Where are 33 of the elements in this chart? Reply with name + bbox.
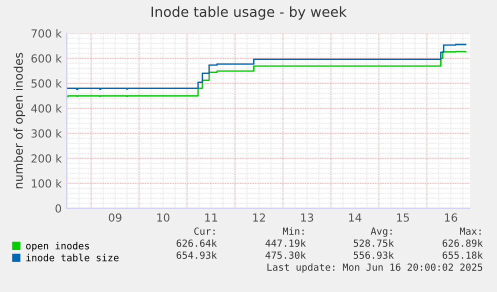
y-tick-label: 0 bbox=[56, 204, 62, 213]
text: 528.75k bbox=[354, 239, 394, 247]
x-tick-label: 10 bbox=[157, 213, 170, 222]
text: Last update: Mon Jun 16 20:00:02 2025 bbox=[267, 263, 482, 273]
y-tick-label: 400 k bbox=[31, 104, 62, 113]
text: Min: bbox=[282, 227, 304, 235]
text: Cur: bbox=[194, 227, 215, 235]
x-tick-label: 15 bbox=[397, 214, 409, 222]
y-axis-title: number of open inodes bbox=[14, 52, 26, 188]
legend-label: open inodes bbox=[26, 242, 89, 252]
x-tick-label: 12 bbox=[253, 213, 265, 222]
y-tick-label: 300 k bbox=[32, 129, 62, 138]
y-tick-label: 700 k bbox=[32, 29, 62, 38]
text: 475.30k bbox=[266, 251, 306, 259]
x-tick-label: 11 bbox=[205, 214, 218, 222]
x-tick-label: 16 bbox=[444, 213, 458, 222]
legend-label: inode table size bbox=[26, 254, 119, 262]
text: Max: bbox=[460, 228, 481, 235]
text: 654.93k bbox=[176, 251, 217, 259]
x-tick-label: 14 bbox=[349, 214, 362, 222]
text: 447.19k bbox=[266, 239, 306, 247]
x-tick-label: 09 bbox=[108, 213, 122, 222]
text: 655.18k bbox=[442, 251, 483, 259]
x-tick-label: 13 bbox=[301, 213, 314, 222]
y-tick-label: 200 k bbox=[31, 154, 62, 163]
text: 626.64k bbox=[176, 239, 217, 247]
text: Avg: bbox=[370, 228, 392, 237]
text: 556.93k bbox=[354, 251, 394, 259]
text: 626.89k bbox=[442, 239, 483, 247]
chart-title: Inode table usage - by week bbox=[152, 6, 347, 20]
y-tick-label: 600 k bbox=[31, 54, 62, 63]
y-tick-label: 100 k bbox=[32, 179, 62, 188]
y-tick-label: 500 k bbox=[32, 79, 62, 88]
